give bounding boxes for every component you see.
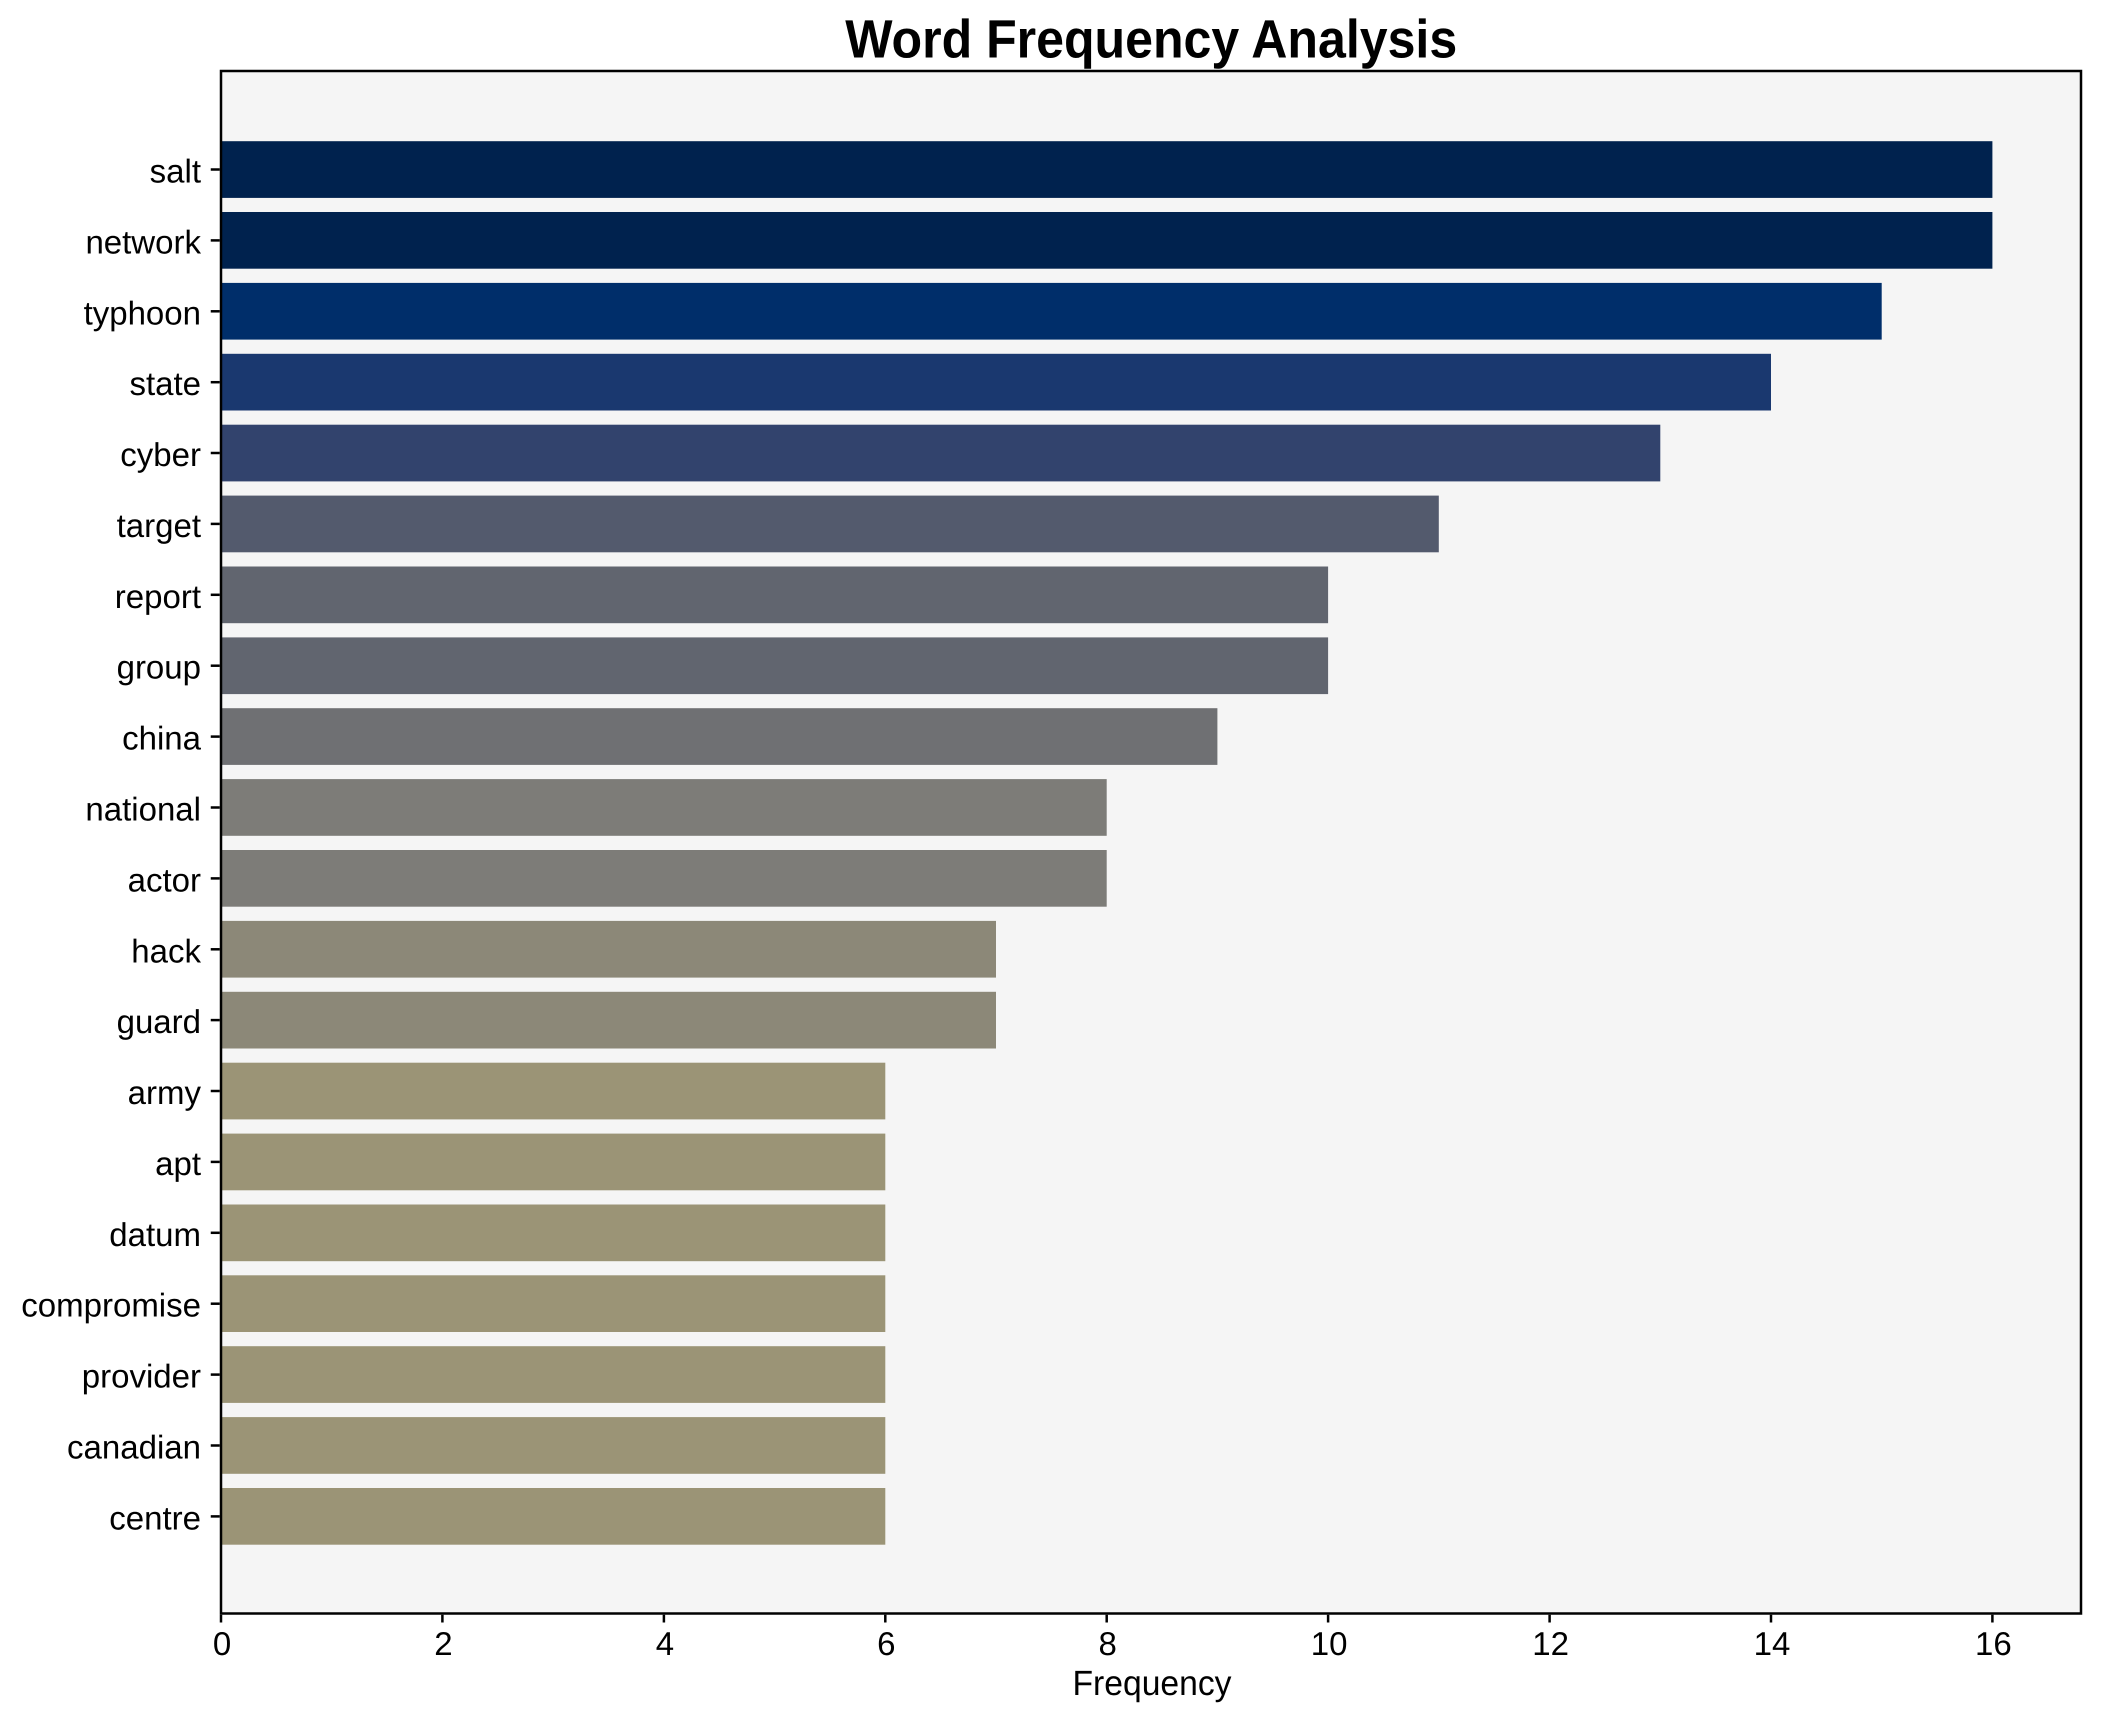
svg-text:china: china [122, 720, 202, 757]
svg-text:4: 4 [656, 1625, 674, 1662]
svg-text:14: 14 [1754, 1625, 1791, 1662]
svg-text:10: 10 [1311, 1625, 1348, 1662]
svg-text:report: report [115, 578, 201, 615]
svg-text:2: 2 [434, 1625, 452, 1662]
svg-text:network: network [85, 223, 201, 260]
svg-text:compromise: compromise [21, 1287, 201, 1324]
svg-text:provider: provider [82, 1358, 201, 1395]
svg-text:6: 6 [877, 1625, 895, 1662]
svg-text:group: group [117, 649, 201, 686]
svg-text:state: state [129, 365, 201, 402]
svg-text:apt: apt [155, 1145, 201, 1182]
svg-text:army: army [128, 1074, 202, 1111]
svg-text:actor: actor [128, 861, 201, 898]
svg-text:Frequency: Frequency [1073, 1664, 1232, 1703]
svg-text:hack: hack [131, 932, 201, 969]
svg-text:Word Frequency Analysis: Word Frequency Analysis [845, 10, 1457, 70]
svg-text:typhoon: typhoon [84, 294, 201, 331]
svg-text:centre: centre [109, 1499, 201, 1536]
svg-text:salt: salt [150, 153, 201, 190]
svg-text:datum: datum [109, 1216, 201, 1253]
svg-text:cyber: cyber [120, 436, 201, 473]
svg-text:8: 8 [1099, 1625, 1117, 1662]
svg-text:16: 16 [1975, 1625, 2012, 1662]
svg-text:0: 0 [213, 1625, 231, 1662]
svg-text:canadian: canadian [67, 1429, 201, 1466]
svg-text:12: 12 [1532, 1625, 1569, 1662]
svg-text:guard: guard [117, 1003, 201, 1040]
svg-text:target: target [117, 507, 201, 544]
svg-text:national: national [85, 791, 201, 828]
